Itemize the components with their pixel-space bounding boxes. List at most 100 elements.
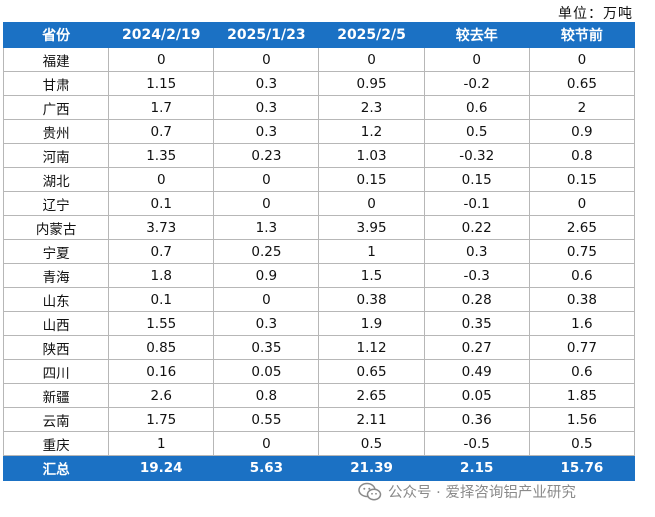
value-cell: 1.6 [528,311,636,336]
value-cell: 0.7 [108,119,215,144]
value-cell: -0.2 [423,71,530,96]
value-cell: 0 [318,191,425,216]
value-cell: 0.65 [318,359,425,384]
value-cell: 3.95 [318,215,425,240]
total-cell: 21.39 [318,455,425,481]
column-header-vs-pre-holiday: 较节前 [528,22,636,48]
value-cell: 0.65 [528,71,636,96]
value-cell: 0.25 [213,239,320,264]
value-cell: 0.5 [318,431,425,456]
table-body: 福建 0 0 0 0 0 甘肃 1.15 0.3 0.95 -0.2 0.65 广西 1.7 0.3 2.3 0… [2,47,636,456]
value-cell: 1.35 [108,143,215,168]
table-row: 贵州 0.7 0.3 1.2 0.5 0.9 [2,119,636,144]
province-cell: 甘肃 [2,71,110,96]
value-cell: 0.05 [423,383,530,408]
value-cell: 2.65 [528,215,636,240]
value-cell: 0 [423,47,530,72]
value-cell: 0 [108,167,215,192]
value-cell: 0.22 [423,215,530,240]
header-row: 省份 2024/2/19 2025/1/23 2025/2/5 较去年 较节前 [2,22,636,48]
value-cell: 2.3 [318,95,425,120]
province-cell: 山东 [2,287,110,312]
value-cell: 0 [528,191,636,216]
value-cell: 1.2 [318,119,425,144]
value-cell: 0.15 [423,167,530,192]
table-row: 内蒙古 3.73 1.3 3.95 0.22 2.65 [2,215,636,240]
province-cell: 宁夏 [2,239,110,264]
province-cell: 云南 [2,407,110,432]
province-inventory-table: 省份 2024/2/19 2025/1/23 2025/2/5 较去年 较节前 … [2,22,636,481]
value-cell: 0.16 [108,359,215,384]
value-cell: 0 [213,167,320,192]
value-cell: 1.9 [318,311,425,336]
total-cell: 5.63 [213,455,320,481]
value-cell: 3.73 [108,215,215,240]
value-cell: 1.55 [108,311,215,336]
value-cell: 0 [213,47,320,72]
value-cell: -0.1 [423,191,530,216]
value-cell: 0.15 [528,167,636,192]
watermark-text: 公众号 · 爱择咨询铝产业研究 [388,485,576,501]
province-cell: 贵州 [2,119,110,144]
value-cell: 1.8 [108,263,215,288]
value-cell: 0.35 [423,311,530,336]
province-cell: 内蒙古 [2,215,110,240]
value-cell: -0.32 [423,143,530,168]
province-cell: 广西 [2,95,110,120]
value-cell: 0.23 [213,143,320,168]
column-header-vs-last-year: 较去年 [423,22,530,48]
value-cell: -0.5 [423,431,530,456]
value-cell: 1.5 [318,263,425,288]
value-cell: 0 [528,47,636,72]
value-cell: 1.75 [108,407,215,432]
value-cell: 0.15 [318,167,425,192]
value-cell: 0.9 [213,263,320,288]
value-cell: 0 [108,47,215,72]
province-cell: 新疆 [2,383,110,408]
value-cell: 1.3 [213,215,320,240]
value-cell: 0.8 [528,143,636,168]
value-cell: 0.28 [423,287,530,312]
total-cell: 15.76 [528,455,636,481]
value-cell: 0.38 [528,287,636,312]
value-cell: 2 [528,95,636,120]
value-cell: 0.3 [213,119,320,144]
value-cell: 0.6 [528,263,636,288]
total-row: 汇总 19.24 5.63 21.39 2.15 15.76 [2,455,636,481]
table-row: 宁夏 0.7 0.25 1 0.3 0.75 [2,239,636,264]
value-cell: 1.56 [528,407,636,432]
value-cell: 0.5 [423,119,530,144]
total-cell: 19.24 [108,455,215,481]
value-cell: 0.75 [528,239,636,264]
value-cell: 1.15 [108,71,215,96]
value-cell: 1.12 [318,335,425,360]
value-cell: 0.9 [528,119,636,144]
province-cell: 河南 [2,143,110,168]
table-row: 甘肃 1.15 0.3 0.95 -0.2 0.65 [2,71,636,96]
value-cell: 0.49 [423,359,530,384]
value-cell: 1 [318,239,425,264]
province-cell: 四川 [2,359,110,384]
value-cell: 0.7 [108,239,215,264]
value-cell: 1.03 [318,143,425,168]
table-row: 重庆 1 0 0.5 -0.5 0.5 [2,431,636,456]
table-row: 新疆 2.6 0.8 2.65 0.05 1.85 [2,383,636,408]
total-cell: 2.15 [423,455,530,481]
value-cell: 0.6 [423,95,530,120]
value-cell: 0.3 [423,239,530,264]
value-cell: 0.35 [213,335,320,360]
province-cell: 重庆 [2,431,110,456]
value-cell: 0.05 [213,359,320,384]
column-header-date-1: 2024/2/19 [108,22,215,48]
value-cell: -0.3 [423,263,530,288]
watermark: 公众号 · 爱择咨询铝产业研究 [358,481,576,502]
column-header-date-2: 2025/1/23 [213,22,320,48]
value-cell: 2.6 [108,383,215,408]
table-row: 山西 1.55 0.3 1.9 0.35 1.6 [2,311,636,336]
province-cell: 陕西 [2,335,110,360]
value-cell: 0.1 [108,287,215,312]
value-cell: 0.3 [213,95,320,120]
value-cell: 0 [318,47,425,72]
column-header-province: 省份 [2,22,110,48]
total-label: 汇总 [2,455,110,481]
